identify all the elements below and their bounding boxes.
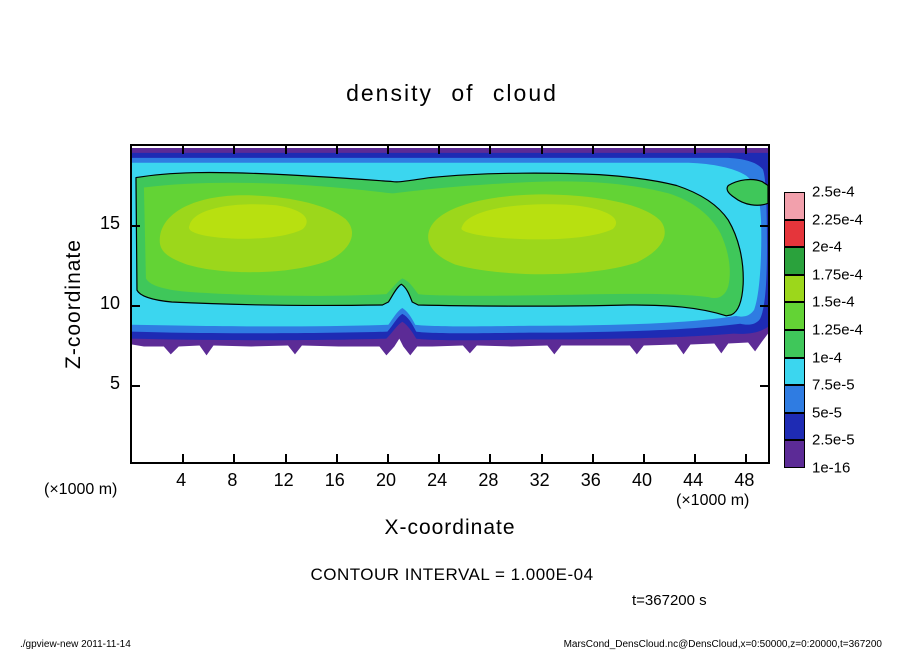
x-tick-label: 40: [631, 470, 653, 490]
colorbar-label: 1e-4: [812, 349, 843, 367]
x-tick-label: 48: [734, 470, 755, 490]
y-tick-label: 10: [99, 293, 120, 313]
y-tick-mark: [760, 305, 768, 307]
x-tick-mark: [694, 454, 697, 462]
x-axis-title: X-coordinate: [384, 516, 516, 539]
y-tick-mark: [132, 225, 140, 227]
colorbar-label: 7.5e-5: [812, 376, 855, 394]
x-tick-mark: [438, 146, 441, 154]
x-tick-label: 20: [375, 470, 397, 490]
x-tick-mark: [387, 146, 389, 154]
colorbar-label: 1.25e-4: [812, 321, 863, 339]
x-tick-mark: [182, 146, 185, 154]
colorbar-label: 1.5e-4: [812, 293, 855, 311]
x-tick-label: 36: [580, 470, 601, 490]
colorbar-box: [784, 219, 805, 248]
y-tick-mark: [760, 385, 768, 387]
colorbar-labels: 2.5e-4 2.25e-4 2e-4 1.75e-4 1.5e-4 1.25e-4 1e-…: [812, 184, 892, 477]
colorbar-box: [784, 247, 805, 275]
x-tick-label: 4: [176, 470, 187, 490]
cloud-contour-pocket: [726, 178, 768, 206]
colorbar-label: 1e-16: [812, 459, 851, 477]
cloud-fill-streak-left: [188, 204, 307, 239]
x-tick-mark: [182, 454, 185, 462]
x-tick-mark: [540, 146, 543, 154]
x-tick-label: 28: [478, 470, 499, 490]
y-tick-label: 15: [99, 213, 120, 233]
x-tick-mark: [643, 146, 645, 154]
x-tick-mark: [489, 454, 492, 462]
x-tick-mark: [233, 454, 236, 462]
x-tick-mark: [284, 146, 287, 154]
colorbar-box: [784, 357, 805, 386]
x-tick-mark: [335, 146, 338, 154]
plot-frame: [130, 144, 770, 464]
x-tick-mark: [591, 454, 594, 462]
colorbar-box: [784, 412, 805, 441]
x-tick-label: 8: [227, 470, 238, 490]
x-tick-mark: [591, 146, 594, 154]
colorbar-box: [784, 385, 805, 413]
cloud-fill-streak-right: [461, 204, 617, 240]
y-tick-label: 5: [109, 373, 120, 393]
x-tick-mark: [489, 146, 492, 154]
colorbar-label: 2.5e-4: [812, 183, 855, 201]
x-tick-label: 12: [273, 470, 294, 490]
x-tick-mark: [438, 454, 441, 462]
y-tick-mark: [132, 305, 140, 307]
colorbar-label: 1.75e-4: [812, 266, 863, 284]
y-tick-mark: [760, 225, 768, 227]
colorbar-boxes: [784, 192, 805, 468]
x-tick-label: 44: [683, 470, 704, 490]
contour-interval-note: CONTOUR INTERVAL = 1.000E-04: [310, 565, 594, 584]
x-tick-mark: [233, 146, 236, 154]
footer-data-source-stamp: MarsCond_DensCloud.nc@DensCloud,x=0:5000…: [563, 639, 882, 650]
x-tick-mark: [284, 454, 287, 462]
colorbar-box: [784, 192, 805, 220]
colorbar-label: 5e-5: [812, 404, 843, 422]
x-tick-label: 16: [324, 470, 345, 490]
y-axis-unit: (×1000 m): [44, 481, 118, 498]
colorbar-label: 2.5e-5: [812, 431, 855, 449]
footer-program-stamp: ./gpview-new 2011-11-14: [20, 639, 131, 650]
y-tick-mark: [132, 385, 140, 387]
x-tick-mark: [745, 454, 748, 462]
x-tick-label: 32: [529, 470, 550, 490]
x-tick-mark: [643, 454, 645, 462]
cloud-contour-plot: [132, 147, 768, 356]
x-tick-mark: [540, 454, 543, 462]
x-tick-label: 24: [427, 470, 448, 490]
x-tick-mark: [335, 454, 338, 462]
colorbar-label: 2.25e-4: [812, 211, 863, 229]
colorbar-box: [784, 440, 805, 468]
colorbar-box: [784, 274, 805, 303]
plot-title: density of cloud: [346, 80, 558, 106]
colorbar-label: 2e-4: [812, 238, 843, 256]
x-tick-mark: [745, 146, 748, 154]
colorbar-box: [784, 302, 805, 330]
x-tick-mark: [387, 454, 389, 462]
colorbar-box: [784, 329, 805, 358]
time-annotation: t=367200 s: [632, 592, 707, 609]
x-tick-mark: [694, 146, 697, 154]
x-axis-unit: (×1000 m): [676, 492, 750, 509]
